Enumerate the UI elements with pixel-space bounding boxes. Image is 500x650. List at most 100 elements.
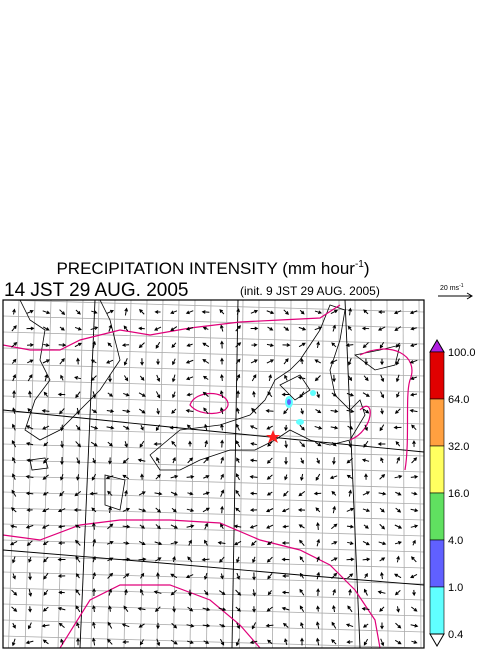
wind-arrow xyxy=(316,522,320,530)
wind-arrow xyxy=(377,326,386,331)
wind-arrow xyxy=(90,359,97,364)
grid-line xyxy=(173,300,180,648)
wind-arrow xyxy=(220,456,225,464)
wind-arrow xyxy=(252,390,256,398)
wind-arrow xyxy=(236,556,240,564)
wind-arrow xyxy=(395,622,402,629)
wind-arrow xyxy=(188,589,192,597)
wind-arrow xyxy=(250,442,257,446)
wind-arrow xyxy=(410,392,418,397)
wind-arrow xyxy=(108,374,112,383)
wind-arrow xyxy=(12,308,16,315)
wind-scale-arrow xyxy=(438,292,473,300)
wind-arrow xyxy=(90,425,99,430)
wind-arrow xyxy=(153,442,162,446)
wind-arrow xyxy=(123,358,128,366)
wind-arrow xyxy=(107,638,113,645)
wind-arrow xyxy=(57,508,66,513)
wind-arrow xyxy=(42,359,51,364)
wind-arrow xyxy=(332,324,337,332)
wind-arrow xyxy=(123,425,130,430)
wind-arrow xyxy=(92,587,96,597)
wind-arrow xyxy=(282,343,291,347)
wind-arrow xyxy=(282,574,289,578)
grid-line xyxy=(239,300,244,648)
wind-arrow xyxy=(315,441,322,447)
wind-arrow xyxy=(59,309,66,316)
grid-line xyxy=(57,300,68,648)
wind-arrow xyxy=(140,473,144,480)
wind-arrow xyxy=(315,507,321,513)
wind-arrow xyxy=(252,589,256,597)
grid-line xyxy=(338,300,340,648)
wind-arrow xyxy=(107,523,114,530)
wind-arrow xyxy=(107,572,114,579)
wind-arrow xyxy=(314,425,323,430)
wind-arrow xyxy=(409,359,418,364)
colorbar-label: 64.0 xyxy=(448,394,469,406)
wind-arrow xyxy=(26,326,35,331)
wind-arrow xyxy=(330,309,339,315)
wind-arrow xyxy=(393,310,402,315)
wind-arrow xyxy=(251,407,257,414)
wind-arrow xyxy=(362,392,370,397)
grid-line xyxy=(3,603,424,617)
wind-arrow xyxy=(139,440,145,448)
wind-arrow xyxy=(235,358,241,364)
wind-arrow xyxy=(316,588,320,596)
grid-line xyxy=(3,507,424,521)
wind-arrow xyxy=(137,458,146,463)
wind-arrow xyxy=(251,540,257,546)
wind-arrow xyxy=(28,589,33,597)
wind-arrow xyxy=(330,409,339,414)
wind-arrow xyxy=(203,457,210,464)
wind-arrow xyxy=(138,557,147,562)
wind-field xyxy=(9,307,419,647)
wind-arrow xyxy=(74,539,81,546)
wind-arrow xyxy=(28,606,32,613)
wind-arrow xyxy=(60,424,64,432)
wind-arrow xyxy=(297,375,306,380)
wind-arrow xyxy=(361,606,370,611)
wind-arrow xyxy=(314,359,321,364)
grid-line xyxy=(3,555,424,569)
wind-arrow xyxy=(364,424,368,432)
wind-arrow xyxy=(11,638,16,647)
grid-line xyxy=(222,300,228,648)
wind-arrow xyxy=(170,573,178,579)
wind-arrow xyxy=(283,358,289,365)
wind-arrow xyxy=(154,310,161,314)
wind-arrow xyxy=(156,638,161,647)
grid-line xyxy=(321,300,324,648)
wind-arrow xyxy=(42,491,49,496)
wind-arrow xyxy=(90,375,97,382)
wind-arrow xyxy=(410,343,418,348)
wind-arrow xyxy=(281,606,290,611)
wind-arrow xyxy=(26,508,33,512)
wind-arrow xyxy=(41,623,50,628)
wind-arrow xyxy=(331,621,337,629)
wind-arrow xyxy=(284,440,288,449)
wind-arrow xyxy=(379,557,386,562)
wind-arrow xyxy=(220,439,224,448)
wind-arrow xyxy=(410,376,417,380)
colorbar: 100.0 64.0 32.0 16.0 4.0 1.0 0.4 xyxy=(429,339,476,647)
grid-line xyxy=(8,300,20,648)
wind-arrow xyxy=(298,326,307,331)
wind-arrow xyxy=(60,374,64,381)
wind-arrow xyxy=(138,342,145,349)
wind-arrow xyxy=(284,474,288,481)
wind-arrow xyxy=(281,541,290,545)
wind-arrow xyxy=(171,374,176,383)
grid-line xyxy=(189,300,196,648)
wind-arrow xyxy=(12,407,16,414)
wind-arrow xyxy=(297,508,306,512)
wind-arrow xyxy=(300,357,304,365)
wind-arrow xyxy=(42,639,49,645)
wind-arrow xyxy=(155,557,162,562)
wind-arrow xyxy=(156,456,160,464)
wind-arrow xyxy=(250,309,259,314)
grid-line xyxy=(3,379,424,393)
grid-line xyxy=(3,315,424,329)
wind-arrow xyxy=(25,524,34,529)
